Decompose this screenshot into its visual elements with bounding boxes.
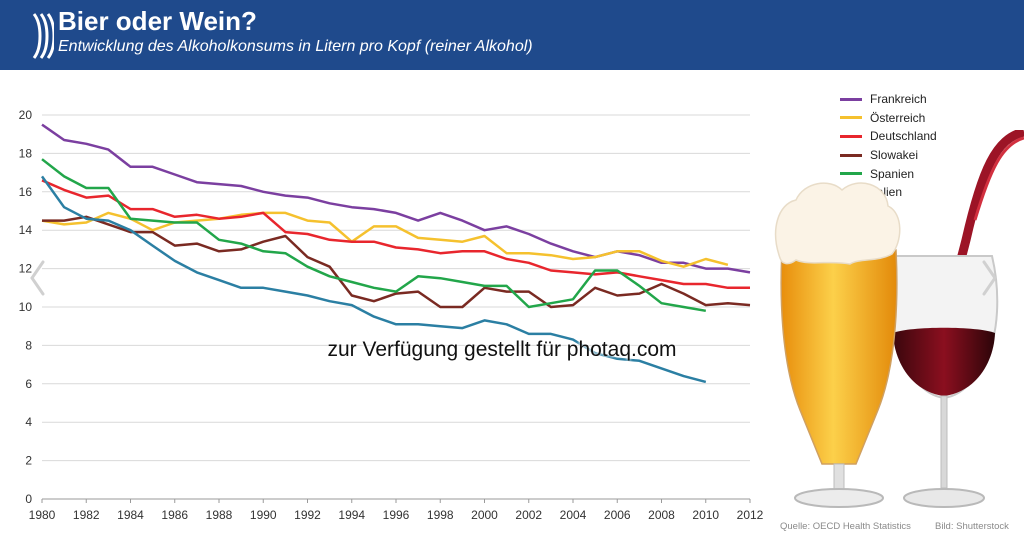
y-tick-label: 2: [25, 454, 32, 468]
chart-legend: Frankreich Österreich Deutschland Slowakei S…: [840, 90, 937, 202]
y-tick-label: 18: [19, 146, 33, 160]
y-tick-label: 4: [25, 415, 32, 429]
series-line-italien: [40, 175, 707, 384]
x-tick-label: 2012: [737, 508, 764, 522]
y-tick-label: 10: [19, 300, 33, 314]
legend-label: Deutschland: [870, 129, 937, 144]
series-line-frankreich: [41, 123, 751, 274]
legend-item: Spanien: [840, 164, 937, 183]
beer-and-wine-glasses-image: [774, 130, 1024, 508]
chevron-left-icon[interactable]: [27, 258, 47, 298]
x-tick-label: 1988: [206, 508, 233, 522]
legend-item: Slowakei: [840, 146, 937, 165]
y-tick-label: 6: [25, 377, 32, 391]
series-line-deutschland: [41, 179, 750, 290]
y-tick-label: 14: [19, 223, 33, 237]
legend-label: Slowakei: [870, 148, 919, 163]
y-tick-label: 12: [19, 262, 33, 276]
page-title: Bier oder Wein?: [58, 6, 257, 36]
legend-label: Spanien: [870, 166, 915, 181]
y-tick-label: 16: [19, 185, 33, 199]
x-tick-label: 2002: [515, 508, 542, 522]
legend-swatch: [840, 172, 862, 176]
x-tick-label: 1990: [250, 508, 277, 522]
series-line-slowakei: [42, 215, 751, 309]
y-tick-label: 20: [19, 108, 33, 122]
chevron-right-icon[interactable]: [980, 258, 1000, 298]
legend-swatch: [840, 97, 862, 101]
legend-swatch: [840, 134, 862, 138]
line-chart: 0 2 4 6 8 10 12 14 16 18 20 1980 1982 1984 1986 1988 199…: [19, 108, 764, 522]
x-tick-label: 1998: [427, 508, 454, 522]
x-tick-label: 1994: [338, 508, 365, 522]
oecd-logo-icon: [32, 13, 54, 59]
x-tick-label: 2004: [560, 508, 587, 522]
x-tick-label: 1980: [29, 508, 56, 522]
watermark-text: zur Verfügung gestellt für photaq.com: [327, 338, 677, 361]
x-tick-label: 2006: [604, 508, 631, 522]
x-tick-label: 2000: [471, 508, 498, 522]
legend-swatch: [840, 153, 862, 157]
series-line-spanien: [41, 158, 707, 313]
y-tick-label: 8: [25, 338, 32, 352]
source-note: Quelle: OECD Health Statistics: [780, 521, 911, 532]
legend-swatch: [840, 116, 862, 120]
series-line-österreich: [41, 211, 729, 268]
x-tick-label: 1982: [73, 508, 100, 522]
image-credit: Bild: Shutterstock: [935, 521, 1009, 532]
x-tick-label: 1992: [294, 508, 321, 522]
header-banner: Bier oder Wein? Entwicklung des Alkoholk…: [0, 0, 1024, 70]
legend-label: Österreich: [870, 110, 926, 125]
x-tick-label: 2010: [692, 508, 719, 522]
legend-item: Frankreich: [840, 90, 937, 109]
x-tick-label: 1986: [161, 508, 188, 522]
legend-item: Österreich: [840, 109, 937, 128]
legend-item: Deutschland: [840, 127, 937, 146]
x-tick-label: 1984: [117, 508, 144, 522]
x-tick-label: 2008: [648, 508, 675, 522]
legend-label: Frankreich: [870, 92, 927, 107]
page-subtitle: Entwicklung des Alkoholkonsums in Litern…: [58, 38, 533, 55]
y-tick-label: 0: [25, 492, 32, 506]
x-tick-label: 1996: [383, 508, 410, 522]
